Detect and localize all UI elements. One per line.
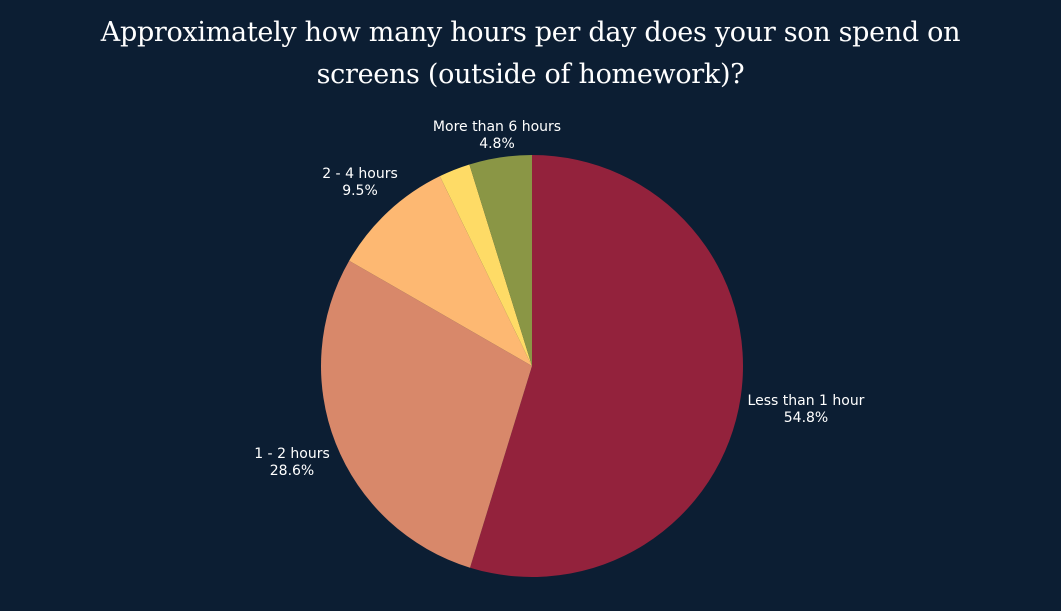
slice-value-label-4: 4.8% <box>479 136 515 152</box>
slice-value-label-2: 9.5% <box>342 183 378 199</box>
slice-value-label-1: 28.6% <box>270 463 314 479</box>
slice-value-label-0: 54.8% <box>784 410 828 426</box>
slice-label-4: More than 6 hours <box>433 119 561 135</box>
pie-slice-2 <box>349 176 532 366</box>
slice-label-1: 1 - 2 hours <box>254 446 330 462</box>
chart-title: Approximately how many hours per day doe… <box>100 17 961 90</box>
pie-slice-1 <box>321 260 532 568</box>
pie-slice-0 <box>470 155 743 577</box>
pie-slice-3 <box>439 164 532 366</box>
pie-slice-4 <box>469 155 532 366</box>
slice-label-2: 2 - 4 hours <box>322 166 398 182</box>
slice-label-0: Less than 1 hour <box>748 393 865 409</box>
pie-slices <box>321 155 743 577</box>
